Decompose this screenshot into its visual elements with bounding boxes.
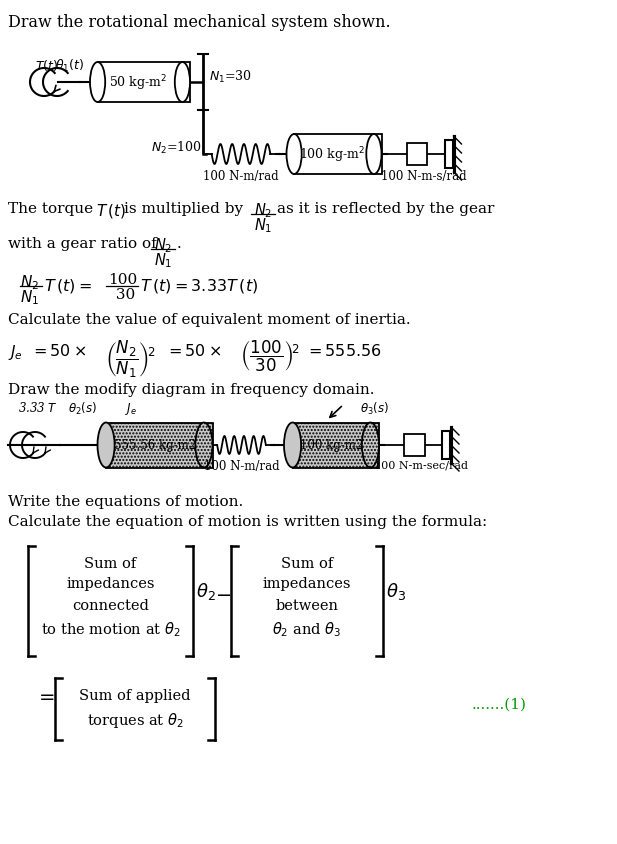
Ellipse shape	[90, 63, 106, 103]
Text: Calculate the value of equivalent moment of inertia.: Calculate the value of equivalent moment…	[8, 312, 411, 327]
Ellipse shape	[284, 423, 301, 468]
Text: $N_1$: $N_1$	[154, 251, 172, 269]
Text: $\theta_2$: $\theta_2$	[196, 581, 216, 602]
Text: connected: connected	[72, 598, 149, 612]
Text: $-$: $-$	[215, 584, 231, 603]
Text: Sum of: Sum of	[281, 556, 333, 571]
Text: impedances: impedances	[263, 576, 351, 590]
Text: Sum of: Sum of	[85, 556, 136, 571]
Text: $\theta_3(s)$: $\theta_3(s)$	[360, 401, 389, 417]
Ellipse shape	[175, 63, 190, 103]
Text: 100 N-m/rad: 100 N-m/rad	[203, 170, 279, 183]
Text: Draw the rotational mechanical system shown.: Draw the rotational mechanical system sh…	[8, 14, 391, 31]
Text: 100: 100	[108, 273, 137, 287]
Text: $\theta_2(s)$: $\theta_2(s)$	[68, 401, 97, 417]
Text: $T\,(t)$: $T\,(t)$	[96, 202, 126, 219]
Bar	[294, 135, 381, 175]
Text: to the motion at $\theta_2$: to the motion at $\theta_2$	[41, 619, 180, 638]
Text: $N_1$: $N_1$	[20, 288, 39, 306]
Text: $=$: $=$	[35, 686, 55, 704]
Bar	[407, 143, 427, 165]
Text: $N_2$: $N_2$	[20, 273, 39, 291]
Text: Write the equations of motion.: Write the equations of motion.	[8, 495, 243, 508]
Text: $J_e$: $J_e$	[125, 401, 137, 416]
Text: 100 N-m-sec/rad: 100 N-m-sec/rad	[374, 461, 468, 470]
Text: 3.33 $T$: 3.33 $T$	[18, 401, 58, 414]
Text: as it is reflected by the gear: as it is reflected by the gear	[277, 202, 494, 216]
Text: $= 50\times$: $= 50\times$	[165, 343, 222, 360]
Text: 100 N-m/rad: 100 N-m/rad	[204, 459, 280, 473]
Text: $\left(\dfrac{N_2}{N_1}\right)^{\!2}$: $\left(\dfrac{N_2}{N_1}\right)^{\!2}$	[105, 338, 155, 380]
Text: 100 kg-m$^2$: 100 kg-m$^2$	[299, 145, 365, 165]
Text: impedances: impedances	[66, 576, 155, 590]
Text: torques at $\theta_2$: torques at $\theta_2$	[86, 710, 183, 729]
Text: $\theta_3$: $\theta_3$	[386, 581, 406, 602]
Text: 30: 30	[111, 288, 135, 301]
Text: Sum of applied: Sum of applied	[79, 688, 191, 702]
Ellipse shape	[366, 135, 381, 175]
Ellipse shape	[196, 423, 212, 468]
Ellipse shape	[362, 423, 379, 468]
Bar	[404, 435, 424, 457]
Text: Draw the modify diagram in frequency domain.: Draw the modify diagram in frequency dom…	[8, 382, 375, 397]
Text: is multiplied by: is multiplied by	[124, 202, 243, 216]
Bar	[97, 63, 190, 103]
Text: $= 50\times$: $= 50\times$	[30, 343, 86, 360]
Text: $N_1$=30: $N_1$=30	[209, 69, 252, 85]
Text: 100 kg-m2: 100 kg-m2	[300, 439, 363, 452]
Bar	[292, 423, 379, 468]
Text: $\theta_2$ and $\theta_3$: $\theta_2$ and $\theta_3$	[272, 619, 342, 638]
Text: $= 555.56$: $= 555.56$	[305, 343, 381, 360]
Text: 100 N-m-s/rad: 100 N-m-s/rad	[381, 170, 466, 183]
Text: $N_2$: $N_2$	[154, 235, 172, 254]
Text: $T\,(t) = $: $T\,(t) = $	[44, 277, 92, 295]
Text: $J_e\,$: $J_e\,$	[8, 343, 23, 361]
Text: $\left(\dfrac{100}{30}\right)^{\!2}$: $\left(\dfrac{100}{30}\right)^{\!2}$	[240, 338, 300, 374]
Ellipse shape	[286, 135, 302, 175]
Text: $\theta_1(t)$: $\theta_1(t)$	[55, 58, 84, 74]
Bar	[106, 423, 212, 468]
Bar	[444, 140, 452, 169]
Text: $T(t)$: $T(t)$	[35, 58, 58, 73]
Text: $T\,(t) = 3.33T\,(t)$: $T\,(t) = 3.33T\,(t)$	[140, 277, 258, 295]
Text: $N_1$: $N_1$	[254, 216, 272, 235]
Text: between: between	[276, 598, 339, 612]
Text: The torque: The torque	[8, 202, 93, 216]
Text: $N_2$: $N_2$	[254, 201, 272, 219]
Ellipse shape	[97, 423, 115, 468]
Text: Calculate the equation of motion is written using the formula:: Calculate the equation of motion is writ…	[8, 514, 487, 528]
Text: 555.56 kg-m2: 555.56 kg-m2	[114, 439, 196, 452]
Text: with a gear ratio of: with a gear ratio of	[8, 236, 157, 251]
Text: 50 kg-m$^2$: 50 kg-m$^2$	[109, 73, 167, 93]
Bar	[442, 431, 450, 460]
Text: .: .	[177, 236, 182, 251]
Text: $N_2$=100: $N_2$=100	[151, 140, 202, 156]
Text: .......(1): .......(1)	[472, 697, 527, 711]
